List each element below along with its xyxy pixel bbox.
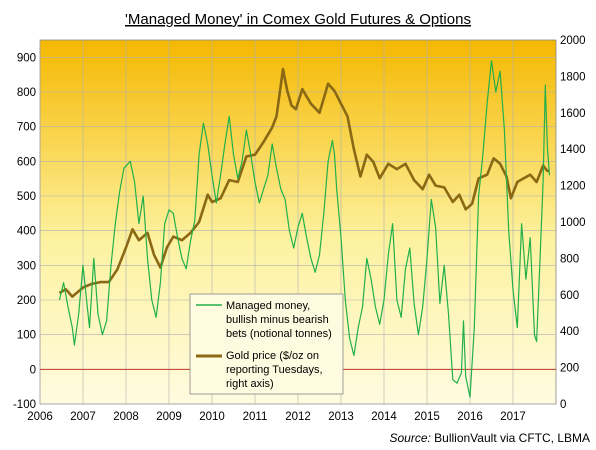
source-text: BullionVault via CFTC, LBMA bbox=[431, 431, 590, 445]
gold-price-line bbox=[58, 67, 550, 298]
x-tick-label: 2007 bbox=[70, 411, 96, 423]
left-tick-label: 200 bbox=[17, 295, 36, 307]
legend: Managed money, bullish minus bearish bet… bbox=[189, 293, 344, 395]
left-tick-label: 500 bbox=[17, 191, 36, 203]
source-note: Source: BullionVault via CFTC, LBMA bbox=[389, 431, 590, 445]
left-tick-label: 600 bbox=[17, 156, 36, 168]
right-tick-label: 1400 bbox=[560, 144, 586, 156]
legend-label-managed-money-1: Managed money, bbox=[226, 300, 310, 312]
x-tick-label: 2011 bbox=[243, 411, 268, 423]
legend-label-managed-money-2: bullish minus bearish bbox=[226, 314, 329, 326]
left-tick-label: 700 bbox=[17, 122, 36, 134]
legend-label-gold-price-1: Gold price ($/oz on bbox=[226, 350, 319, 362]
legend-label-gold-price-2: reporting Tuesdays, bbox=[226, 364, 323, 376]
series-layer bbox=[58, 60, 551, 398]
x-tick-label: 2017 bbox=[500, 411, 526, 423]
managed-money-line bbox=[58, 60, 551, 398]
right-tick-label: 400 bbox=[560, 326, 579, 338]
right-tick-label: 200 bbox=[560, 363, 579, 375]
x-tick-label: 2016 bbox=[457, 411, 483, 423]
right-tick-label: 1800 bbox=[560, 71, 586, 83]
legend-box bbox=[189, 293, 344, 395]
source-label: Source: bbox=[389, 431, 430, 445]
left-tick-label: 400 bbox=[17, 226, 36, 238]
chart-title: 'Managed Money' in Comex Gold Futures & … bbox=[125, 11, 471, 28]
left-tick-label: 100 bbox=[17, 330, 36, 342]
x-tick-label: 2012 bbox=[285, 411, 311, 423]
x-tick-label: 2009 bbox=[156, 411, 182, 423]
right-tick-label: 2000 bbox=[560, 35, 586, 47]
left-tick-label: 800 bbox=[17, 87, 36, 99]
right-tick-label: 800 bbox=[560, 253, 579, 265]
legend-label-managed-money-3: bets (notional tonnes) bbox=[226, 328, 332, 340]
right-tick-label: 600 bbox=[560, 290, 579, 302]
right-tick-label: 0 bbox=[560, 399, 566, 411]
right-tick-label: 1000 bbox=[560, 217, 586, 229]
x-axis-ticks: 2006 2007 2008 2009 2010 2011 2012 2013 2014 2015… bbox=[27, 411, 526, 423]
x-tick-label: 2015 bbox=[414, 411, 440, 423]
x-tick-label: 2006 bbox=[27, 411, 53, 423]
left-tick-label: 0 bbox=[30, 364, 36, 376]
right-tick-label: 1200 bbox=[560, 181, 586, 193]
x-tick-label: 2008 bbox=[113, 411, 139, 423]
right-tick-label: 1600 bbox=[560, 108, 586, 120]
left-tick-label: -100 bbox=[13, 399, 36, 411]
x-tick-label: 2010 bbox=[199, 411, 225, 423]
x-tick-label: 2013 bbox=[328, 411, 354, 423]
left-axis-ticks: 900 800 700 600 500 400 300 200 100 0 -100 bbox=[13, 52, 36, 411]
legend-label-gold-price-3: right axis) bbox=[226, 378, 274, 390]
left-tick-label: 900 bbox=[17, 52, 36, 64]
left-tick-label: 300 bbox=[17, 260, 36, 272]
x-tick-label: 2014 bbox=[371, 411, 397, 423]
